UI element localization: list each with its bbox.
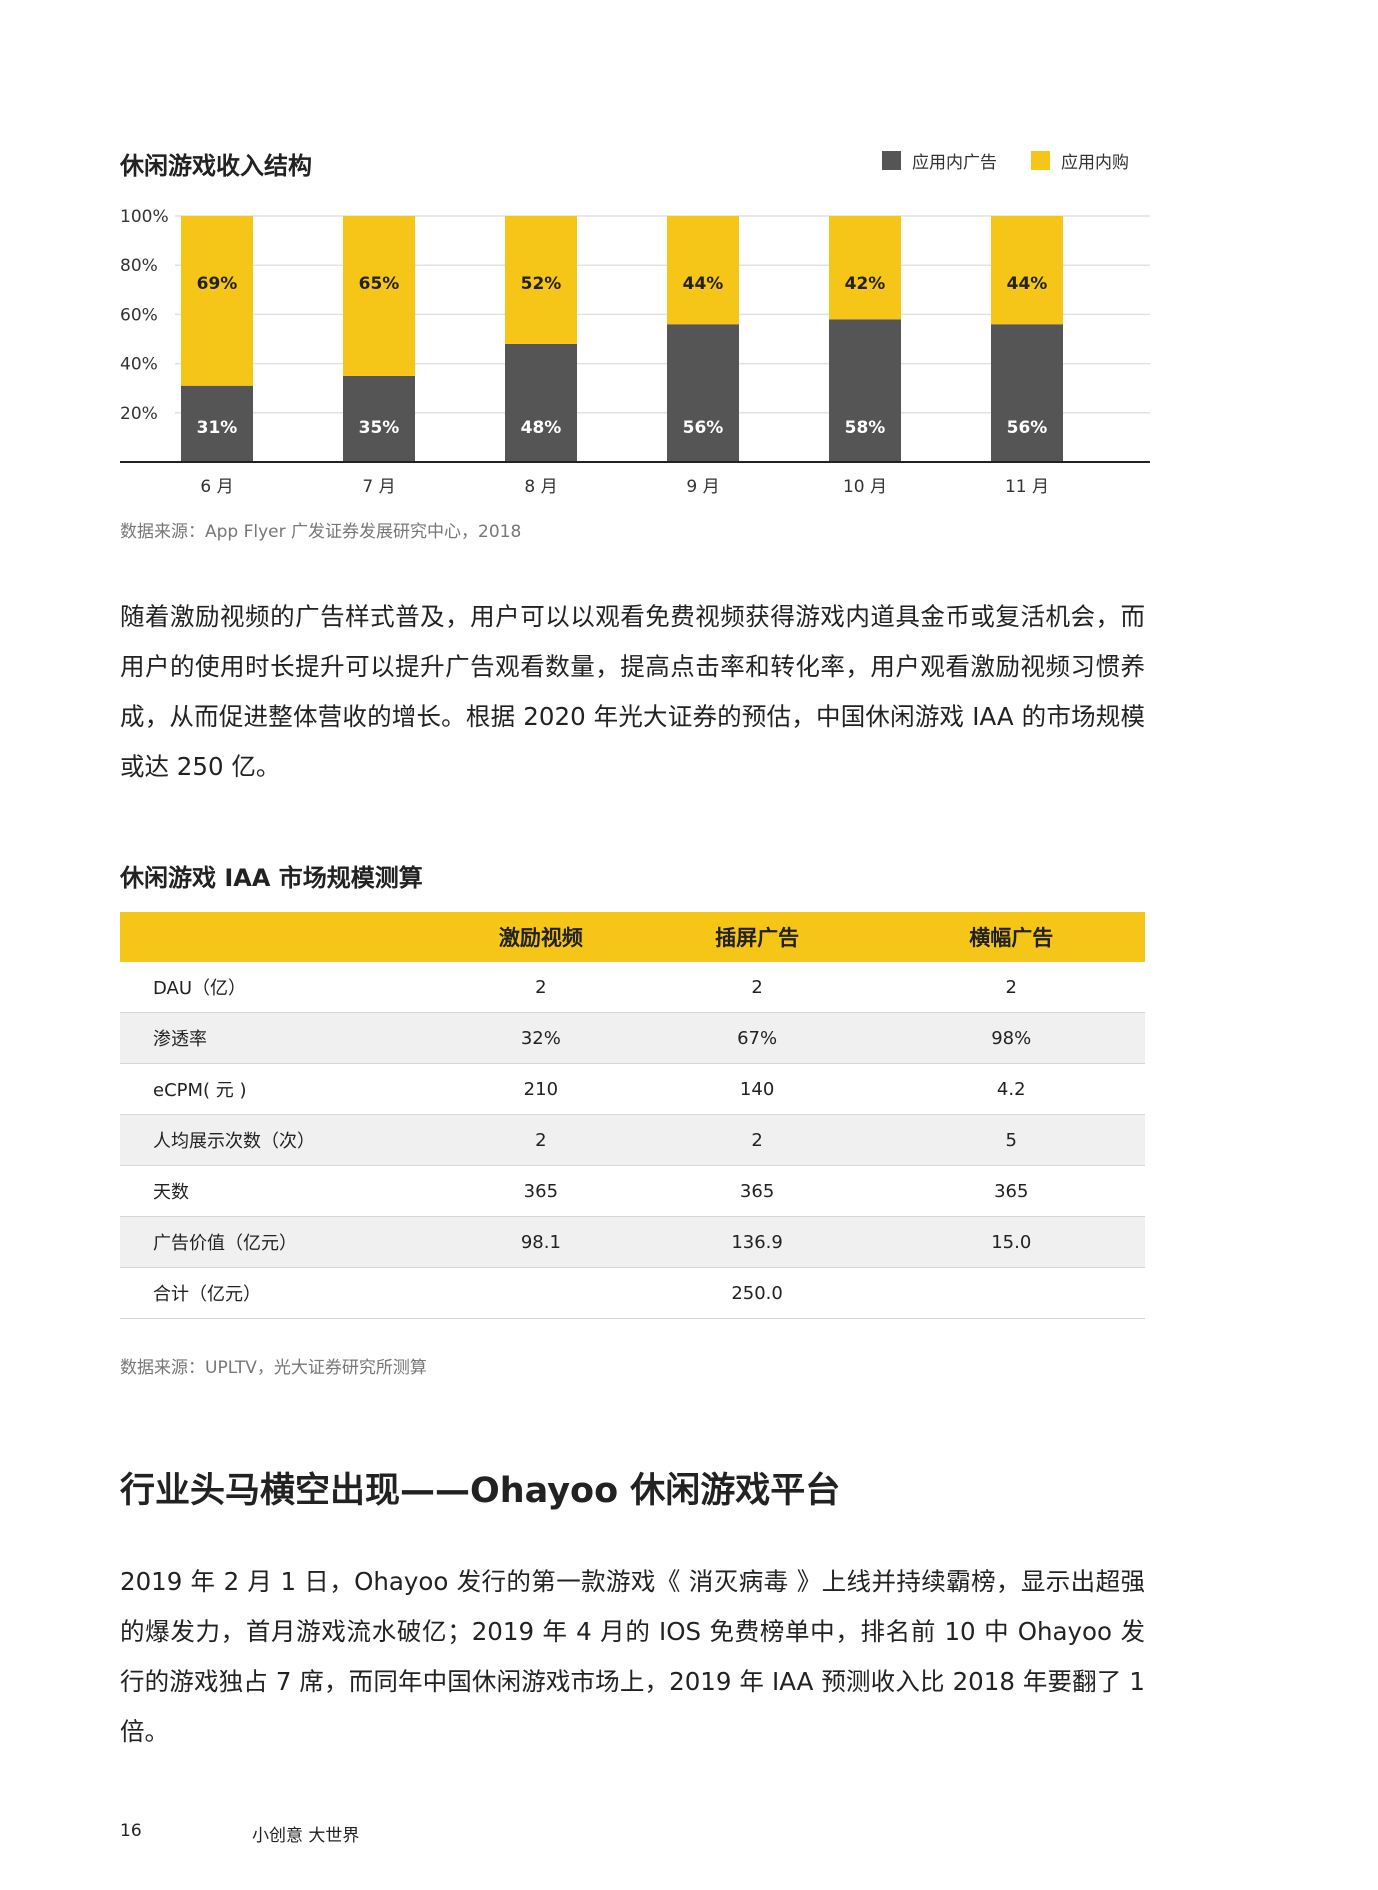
legend-label-ads: 应用内广告 xyxy=(912,152,997,173)
bar-segment-iap xyxy=(505,216,577,344)
table-cell: 32% xyxy=(520,1027,561,1049)
table-cell: 5 xyxy=(1005,1129,1017,1151)
data-label: 44% xyxy=(1007,274,1048,294)
bar-segment-iap xyxy=(181,216,253,386)
bar-segment-ads xyxy=(991,324,1063,462)
table-cell: 2 xyxy=(535,976,547,998)
table-cell: 98.1 xyxy=(520,1231,561,1253)
table-row-label: 渗透率 xyxy=(153,1029,207,1050)
bar-segment-iap xyxy=(343,216,415,376)
data-label: 31% xyxy=(197,418,238,438)
bar-segment-ads xyxy=(181,385,253,462)
footer-slogan: 小创意 大世界 xyxy=(252,1826,360,1846)
table-cell: 15.0 xyxy=(991,1231,1032,1253)
x-tick-label: 6 月 xyxy=(200,477,233,497)
bar-segment-iap xyxy=(667,216,739,325)
body-paragraph-2: 2019 年 2 月 1 日，Ohayoo 发行的第一款游戏《 消灭病毒 》上线… xyxy=(120,1557,1145,1757)
table-row: 渗透率 32% 67% 98% xyxy=(120,1013,1145,1064)
table-cell: 210 xyxy=(523,1078,559,1100)
table-cell: 365 xyxy=(523,1180,559,1202)
legend-label-iap: 应用内购 xyxy=(1061,152,1129,173)
x-tick-label: 11 月 xyxy=(1005,477,1049,497)
table-cell: 2 xyxy=(1005,976,1017,998)
table-row: 人均展示次数（次） 2 2 5 xyxy=(120,1115,1145,1166)
data-label: 58% xyxy=(845,418,886,438)
x-tick-label: 10 月 xyxy=(843,477,887,497)
table-row-label: eCPM( 元 ) xyxy=(153,1080,247,1101)
data-label: 35% xyxy=(359,418,400,438)
data-label: 65% xyxy=(359,274,400,294)
y-tick-label: 20% xyxy=(120,404,158,424)
chart-source-note: 数据来源：App Flyer 广发证券发展研究中心，2018 xyxy=(120,522,522,542)
chart-title: 休闲游戏收入结构 xyxy=(120,152,312,180)
chart-legend: 应用内广告 应用内购 xyxy=(882,148,1129,173)
legend-item-iap: 应用内购 xyxy=(1031,148,1129,173)
bar-segment-iap xyxy=(829,216,901,320)
legend-swatch-iap xyxy=(1031,150,1050,170)
data-label: 42% xyxy=(845,274,886,294)
table-row-label: 天数 xyxy=(153,1182,189,1203)
data-label: 69% xyxy=(197,274,238,294)
table-header-row: 激励视频 插屏广告 横幅广告 xyxy=(120,912,1145,962)
paragraph-text: 2019 年 2 月 1 日，Ohayoo 发行的第一款游戏《 消灭病毒 》上线… xyxy=(120,1567,1145,1746)
paragraph-text: 随着激励视频的广告样式普及，用户可以以观看免费视频获得游戏内道具金币或复活机会，… xyxy=(120,602,1145,781)
table-cell: 2 xyxy=(751,1129,763,1151)
legend-swatch-ads xyxy=(882,150,901,170)
x-tick-label: 9 月 xyxy=(686,477,719,497)
x-tick-label: 8 月 xyxy=(524,477,557,497)
table-row-label: 广告价值（亿元） xyxy=(153,1233,297,1254)
data-label: 56% xyxy=(1007,418,1048,438)
table-title: 休闲游戏 IAA 市场规模测算 xyxy=(120,864,423,892)
table-row-label: 合计（亿元） xyxy=(153,1284,261,1305)
table-row-label: DAU（亿） xyxy=(153,978,247,999)
legend-item-ads: 应用内广告 xyxy=(882,148,997,173)
table-row: eCPM( 元 ) 210 140 4.2 xyxy=(120,1064,1145,1115)
table-cell: 365 xyxy=(994,1180,1029,1202)
y-tick-label: 100% xyxy=(120,207,169,227)
table-row-label: 人均展示次数（次） xyxy=(153,1131,315,1152)
data-label: 52% xyxy=(521,274,562,294)
table-cell: 140 xyxy=(739,1078,775,1100)
body-paragraph-1: 随着激励视频的广告样式普及，用户可以以观看免费视频获得游戏内道具金币或复活机会，… xyxy=(120,592,1145,792)
bar-segment-iap xyxy=(991,216,1063,325)
table-header-interstitial: 插屏广告 xyxy=(715,926,800,950)
table-row: 合计（亿元） 250.0 xyxy=(120,1268,1145,1319)
table-cell: 250.0 xyxy=(731,1282,783,1304)
table-row: DAU（亿） 2 2 2 xyxy=(120,962,1145,1013)
table-cell: 365 xyxy=(739,1180,775,1202)
table-source-note: 数据来源：UPLTV，光大证券研究所测算 xyxy=(120,1358,427,1378)
page-number: 16 xyxy=(120,1821,142,1841)
revenue-structure-chart: 20% 40% 60% 80% 100% 31% 69% 6 月 35% 65% 7 月 48% 52%… xyxy=(120,207,1150,497)
table-cell: 2 xyxy=(751,976,763,998)
y-tick-label: 40% xyxy=(120,355,158,375)
bar-segment-ads xyxy=(829,319,901,462)
data-label: 48% xyxy=(521,418,562,438)
iaa-market-table: 激励视频 插屏广告 横幅广告 DAU（亿） 2 2 2 渗透率 32% 67% 98% eCPM… xyxy=(120,912,1145,1319)
table-header-rewarded-video: 激励视频 xyxy=(498,926,583,950)
table-row: 天数 365 365 365 xyxy=(120,1166,1145,1217)
table-cell: 4.2 xyxy=(996,1078,1026,1100)
table-cell: 136.9 xyxy=(731,1231,783,1253)
bar-segment-ads xyxy=(505,343,577,462)
table-cell: 2 xyxy=(535,1129,547,1151)
bar-segment-ads xyxy=(343,375,415,462)
table-cell: 67% xyxy=(737,1027,778,1049)
table-cell: 98% xyxy=(991,1027,1032,1049)
table-row: 广告价值（亿元） 98.1 136.9 15.0 xyxy=(120,1217,1145,1268)
table-body: DAU（亿） 2 2 2 渗透率 32% 67% 98% eCPM( 元 ) 210 140 4.2 人… xyxy=(120,962,1145,1319)
section-heading: 行业头马横空出现——Ohayoo 休闲游戏平台 xyxy=(120,1471,841,1511)
data-label: 44% xyxy=(683,274,724,294)
data-label: 56% xyxy=(683,418,724,438)
y-tick-label: 60% xyxy=(120,305,158,325)
x-tick-label: 7 月 xyxy=(362,477,395,497)
y-tick-label: 80% xyxy=(120,256,158,276)
table-header-banner: 横幅广告 xyxy=(969,926,1054,950)
bar-segment-ads xyxy=(667,324,739,462)
